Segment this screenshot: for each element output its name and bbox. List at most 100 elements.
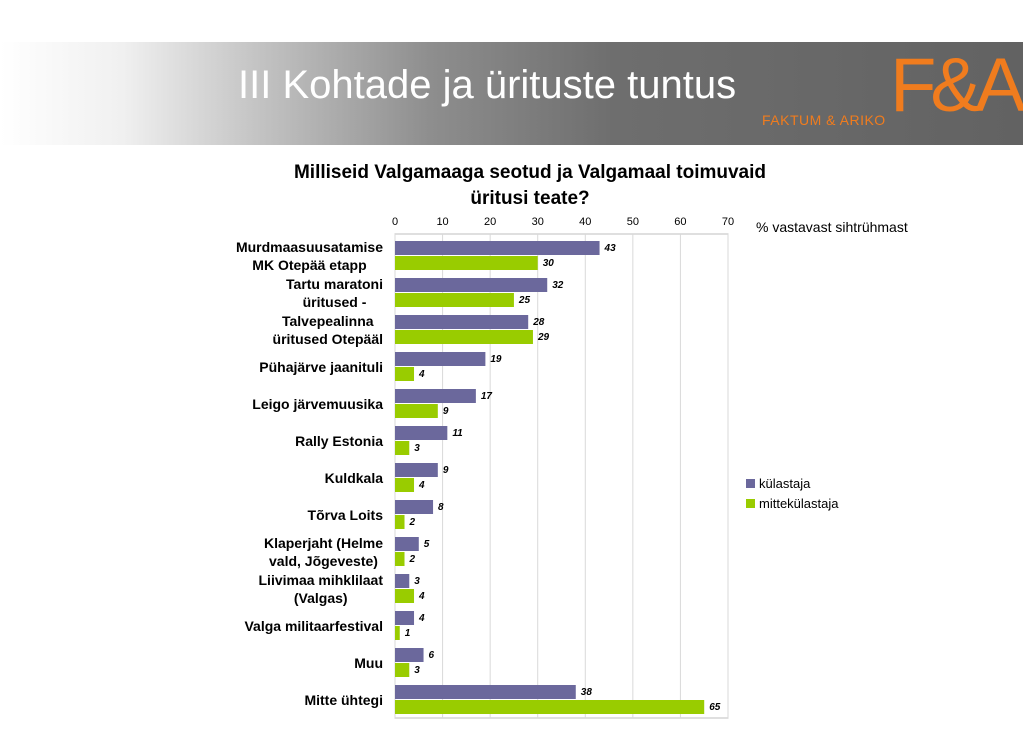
x-tick-label: 50 — [627, 216, 639, 228]
data-label: 11 — [452, 428, 463, 439]
category-label-line: Kuldkala — [324, 470, 383, 486]
category-label: Valga militaarfestival — [244, 617, 383, 635]
category-label-line: Mitte ühtegi — [304, 692, 383, 708]
bar-kulastaja — [395, 574, 410, 588]
data-label: 9 — [443, 465, 449, 476]
category-label-line: Pühajärve jaanituli — [259, 359, 383, 375]
data-label: 19 — [490, 354, 502, 365]
x-tick-label: 70 — [722, 216, 734, 228]
category-label-line: Rally Estonia — [295, 433, 383, 449]
x-tick-label: 30 — [532, 216, 544, 228]
data-label: 9 — [443, 406, 449, 417]
data-label: 38 — [581, 687, 593, 698]
category-label-line: Talvepealinna — [281, 313, 374, 329]
x-tick-label: 20 — [484, 216, 496, 228]
bar-kulastaja — [395, 500, 434, 514]
legend-label-kulastaja: külastaja — [759, 475, 811, 491]
unit-note: % vastavast sihtrühmast — [756, 219, 908, 235]
category-label-line: Leigo järvemuusika — [252, 396, 383, 412]
x-tick-label: 10 — [436, 216, 448, 228]
bar-mittekulastaja — [395, 404, 438, 418]
bar-kulastaja — [395, 278, 548, 292]
legend-swatch-mittekulastaja — [746, 498, 755, 508]
category-label-line: üritused - — [302, 294, 367, 310]
bar-mittekulastaja — [395, 441, 410, 455]
bar-mittekulastaja — [395, 589, 415, 603]
bar-kulastaja — [395, 315, 529, 329]
category-label: Murdmaasuusatamise MK Otepää etapp — [236, 238, 383, 274]
category-label: Tõrva Loits — [308, 506, 383, 524]
category-label-line: vald, Jõgeveste) — [269, 553, 378, 569]
data-label: 8 — [438, 502, 444, 513]
category-label: Muu — [354, 654, 383, 672]
bar-mittekulastaja — [395, 515, 405, 529]
bar-kulastaja — [395, 241, 600, 255]
chart-legend: külastaja mittekülastaja — [746, 473, 838, 513]
bar-mittekulastaja — [395, 700, 705, 714]
data-label: 29 — [537, 332, 550, 343]
bar-kulastaja — [395, 648, 424, 662]
data-label: 4 — [418, 369, 425, 380]
data-label: 32 — [552, 280, 564, 291]
category-label: Leigo järvemuusika — [252, 395, 383, 413]
category-label: Rally Estonia — [295, 432, 383, 450]
data-label: 3 — [414, 665, 420, 676]
category-label-line: (Valgas) — [293, 590, 348, 606]
legend-swatch-kulastaja — [746, 478, 755, 488]
data-label: 2 — [409, 554, 416, 565]
bar-mittekulastaja — [395, 552, 405, 566]
x-tick-label: 60 — [674, 216, 686, 228]
data-label: 43 — [604, 243, 617, 254]
category-label: Liivimaa mihklilaat (Valgas) — [259, 571, 384, 607]
bar-mittekulastaja — [395, 330, 533, 344]
chart-title: Milliseid Valgamaaga seotud ja Valgamaal… — [293, 162, 766, 209]
bar-kulastaja — [395, 611, 415, 625]
category-label-line: Muu — [354, 655, 383, 671]
bar-mittekulastaja — [395, 293, 514, 307]
data-label: 65 — [709, 702, 721, 713]
legend-label-mittekulastaja: mittekülastaja — [759, 495, 839, 511]
data-label: 3 — [414, 443, 420, 454]
legend-item-kulastaja: külastaja — [746, 473, 838, 493]
category-label-line: Murdmaasuusatamise — [235, 239, 383, 255]
bar-kulastaja — [395, 389, 476, 403]
bar-mittekulastaja — [395, 626, 400, 640]
bar-kulastaja — [395, 352, 486, 366]
data-label: 30 — [543, 258, 555, 269]
data-label: 25 — [518, 295, 531, 306]
x-tick-label: 40 — [579, 216, 591, 228]
category-label-line: Klaperjaht (Helme — [263, 535, 383, 551]
data-label: 3 — [414, 576, 420, 587]
category-label-line: Tõrva Loits — [307, 507, 383, 523]
bar-mittekulastaja — [395, 663, 410, 677]
company-logo: F&A — [890, 43, 1023, 128]
bar-kulastaja — [395, 537, 419, 551]
data-label: 4 — [418, 591, 425, 602]
category-label-line: Liivimaa mihklilaat — [258, 572, 384, 588]
data-label: 2 — [409, 517, 416, 528]
data-label: 4 — [418, 613, 425, 624]
bar-mittekulastaja — [395, 478, 415, 492]
category-label: Klaperjaht (Helme vald, Jõgeveste) — [264, 534, 383, 570]
x-tick-label: 0 — [392, 216, 398, 228]
category-label-line: üritused Otepääl — [272, 331, 383, 347]
category-label: Mitte ühtegi — [304, 691, 383, 709]
legend-item-mittekulastaja: mittekülastaja — [746, 493, 838, 513]
category-label: Pühajärve jaanituli — [259, 358, 383, 376]
data-label: 4 — [418, 480, 425, 491]
category-label: Kuldkala — [325, 469, 383, 487]
bar-kulastaja — [395, 685, 576, 699]
bar-mittekulastaja — [395, 367, 415, 381]
data-label: 17 — [481, 391, 493, 402]
category-label-line: Valga militaarfestival — [244, 618, 383, 634]
page-title: III Kohtade ja ürituste tuntus — [238, 63, 737, 107]
category-label-line: MK Otepää etapp — [252, 257, 367, 273]
bar-kulastaja — [395, 463, 438, 477]
category-label: Tartu maratoni üritused - — [286, 275, 383, 311]
company-logo-subtitle: FAKTUM & ARIKO — [762, 112, 886, 128]
bar-mittekulastaja — [395, 256, 538, 270]
data-label: 6 — [429, 650, 435, 661]
bar-kulastaja — [395, 426, 448, 440]
data-label: 28 — [532, 317, 545, 328]
